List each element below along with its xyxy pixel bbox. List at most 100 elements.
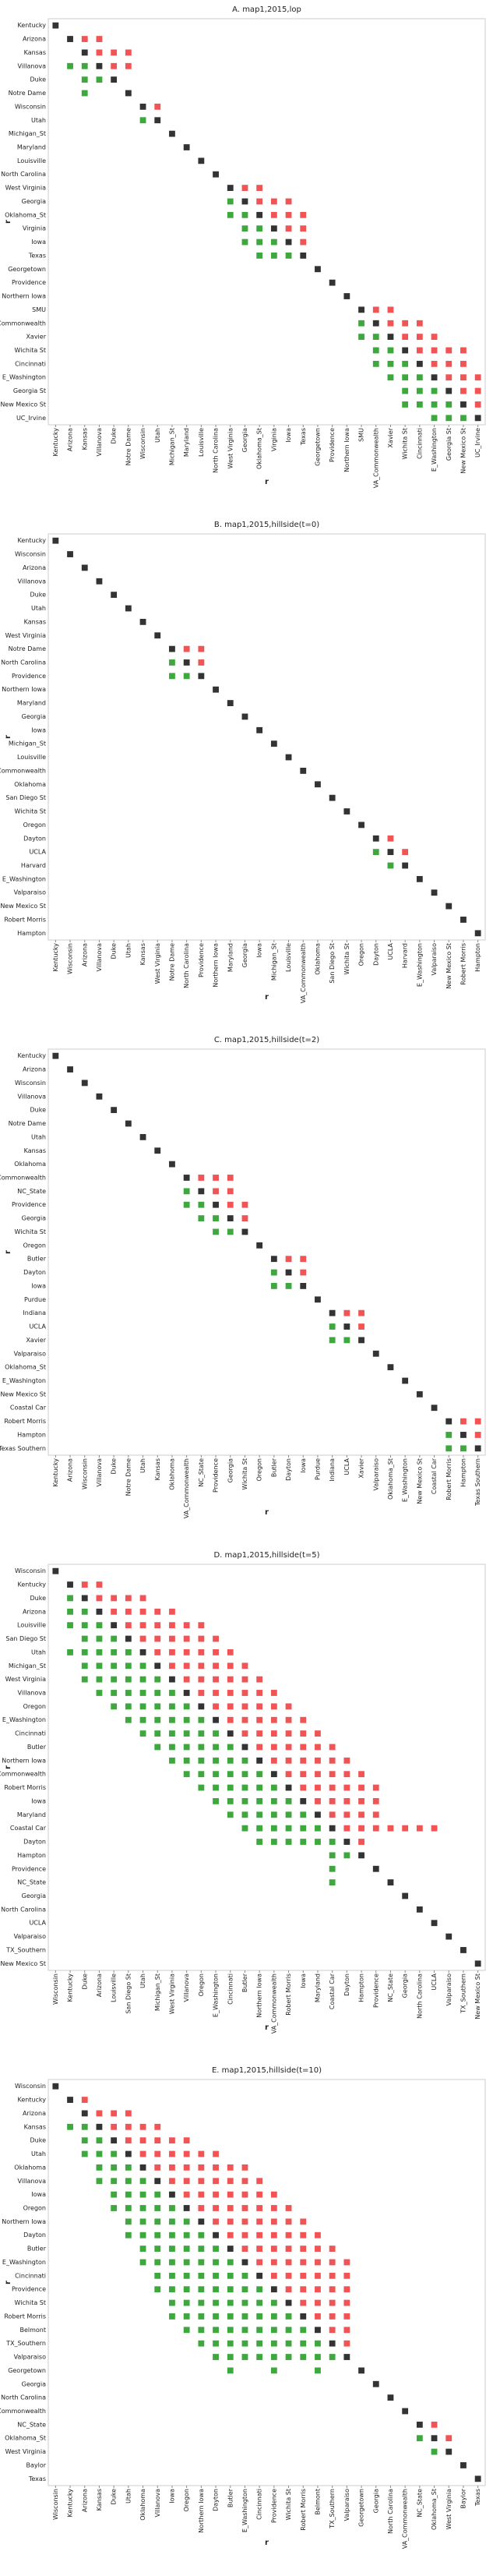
x-tick-label: Georgia St [445, 428, 453, 461]
y-tick-label: Duke [30, 1595, 47, 1602]
x-tick-label: Providence [372, 1974, 379, 2008]
y-tick-label: Cincinnati [15, 360, 46, 367]
y-tick-label: Butler [27, 1256, 47, 1263]
loss-cell [183, 2286, 190, 2293]
y-tick-label: Harvard [21, 862, 46, 869]
win-cell [241, 2164, 248, 2171]
loss-cell [169, 2231, 175, 2239]
win-cell [285, 2205, 292, 2211]
loss-cell [198, 1730, 205, 1737]
x-tick-label: West Virginia [154, 943, 161, 984]
loss-cell [256, 225, 263, 232]
loss-cell [96, 1622, 103, 1629]
x-axis-label: r [265, 2023, 269, 2032]
win-cell [241, 1690, 248, 1696]
loss-cell [402, 360, 409, 367]
y-tick-label: VA_Commonwealth [0, 767, 46, 774]
diagonal-cell [169, 2191, 175, 2198]
diagonal-cell [198, 673, 205, 680]
win-cell [285, 2231, 292, 2239]
loss-cell [139, 1703, 146, 1710]
y-tick-label: Hampton [17, 1852, 46, 1859]
y-tick-label: Texas Southern [0, 1445, 46, 1452]
y-tick-label: Cincinnati [15, 1730, 46, 1737]
win-cell [300, 2259, 307, 2266]
loss-cell [329, 1879, 336, 1886]
x-tick-label: VA_Commonwealth [372, 428, 379, 488]
loss-cell [183, 673, 190, 680]
x-tick-label: Oklahoma [139, 2489, 146, 2521]
y-tick-label: Notre Dame [9, 90, 46, 97]
win-cell [343, 1784, 350, 1791]
x-tick-label: Kansas [81, 428, 88, 450]
x-tick-label: UC_Irvine [474, 428, 481, 458]
loss-cell [256, 1811, 263, 1818]
win-cell [474, 401, 481, 408]
plot-frame [48, 2079, 486, 2486]
loss-cell [169, 1690, 175, 1696]
loss-cell [183, 1201, 190, 1208]
loss-cell [227, 1784, 234, 1791]
win-cell [198, 1690, 205, 1696]
win-cell [139, 2123, 146, 2130]
loss-cell [198, 2231, 205, 2239]
x-tick-label: Iowa [300, 1458, 307, 1473]
loss-cell [285, 1839, 292, 1845]
diagonal-cell [81, 1080, 88, 1087]
loss-cell [198, 2259, 205, 2266]
loss-cell [270, 2340, 277, 2347]
loss-cell [198, 2299, 205, 2306]
win-cell [154, 2150, 161, 2157]
y-tick-label: Dayton [23, 1269, 46, 1276]
y-axis-label: r [4, 2281, 12, 2284]
win-cell [198, 2191, 205, 2198]
diagonal-cell [460, 917, 467, 923]
win-cell [300, 239, 307, 246]
x-tick-label: Arizona [81, 2489, 88, 2512]
diagonal-cell [358, 2367, 364, 2374]
x-tick-label: Kentucky [52, 428, 59, 457]
x-tick-label: Wisconsin [81, 1458, 88, 1489]
win-cell [81, 2097, 88, 2103]
win-cell [154, 1635, 161, 1642]
diagonal-cell [358, 1852, 364, 1859]
loss-cell [125, 2231, 132, 2239]
y-tick-label: Northern Iowa [2, 293, 46, 300]
diagonal-cell [96, 1093, 103, 1100]
loss-cell [96, 2150, 103, 2157]
win-cell [300, 1256, 307, 1263]
win-cell [285, 2246, 292, 2252]
win-cell [169, 1663, 175, 1670]
x-tick-label: Valparaiso [372, 1458, 379, 1491]
diagonal-cell [111, 592, 118, 599]
win-cell [111, 2123, 118, 2130]
x-tick-label: Dayton [372, 943, 379, 966]
x-tick-label: Duke [111, 943, 118, 959]
diagonal-cell [358, 822, 364, 829]
x-tick-label: Georgia [227, 1458, 234, 1482]
win-cell [81, 1581, 88, 1588]
loss-cell [256, 2354, 263, 2360]
y-tick-label: Georgia [22, 1215, 46, 1222]
diagonal-cell [227, 1730, 234, 1737]
diagonal-cell [372, 320, 379, 327]
win-cell [227, 2191, 234, 2198]
loss-cell [198, 1201, 205, 1208]
x-tick-label: Louisville [285, 943, 292, 972]
diagonal-cell [96, 2123, 103, 2130]
diagonal-cell [343, 2354, 350, 2360]
loss-cell [285, 1798, 292, 1804]
win-cell [227, 1690, 234, 1696]
y-tick-label: New Mexico St [0, 1960, 46, 1967]
x-tick-label: Wisconsin [67, 943, 74, 974]
win-cell [329, 1798, 336, 1804]
diagonal-cell [402, 1892, 409, 1899]
y-tick-label: Wichita St [15, 347, 46, 354]
diagonal-cell [358, 1337, 364, 1344]
x-tick-label: Arizona [67, 428, 74, 451]
y-tick-label: Wichita St [15, 808, 46, 815]
loss-cell [270, 2327, 277, 2334]
loss-cell [139, 2205, 146, 2211]
win-cell [227, 1676, 234, 1683]
win-cell [169, 1608, 175, 1615]
